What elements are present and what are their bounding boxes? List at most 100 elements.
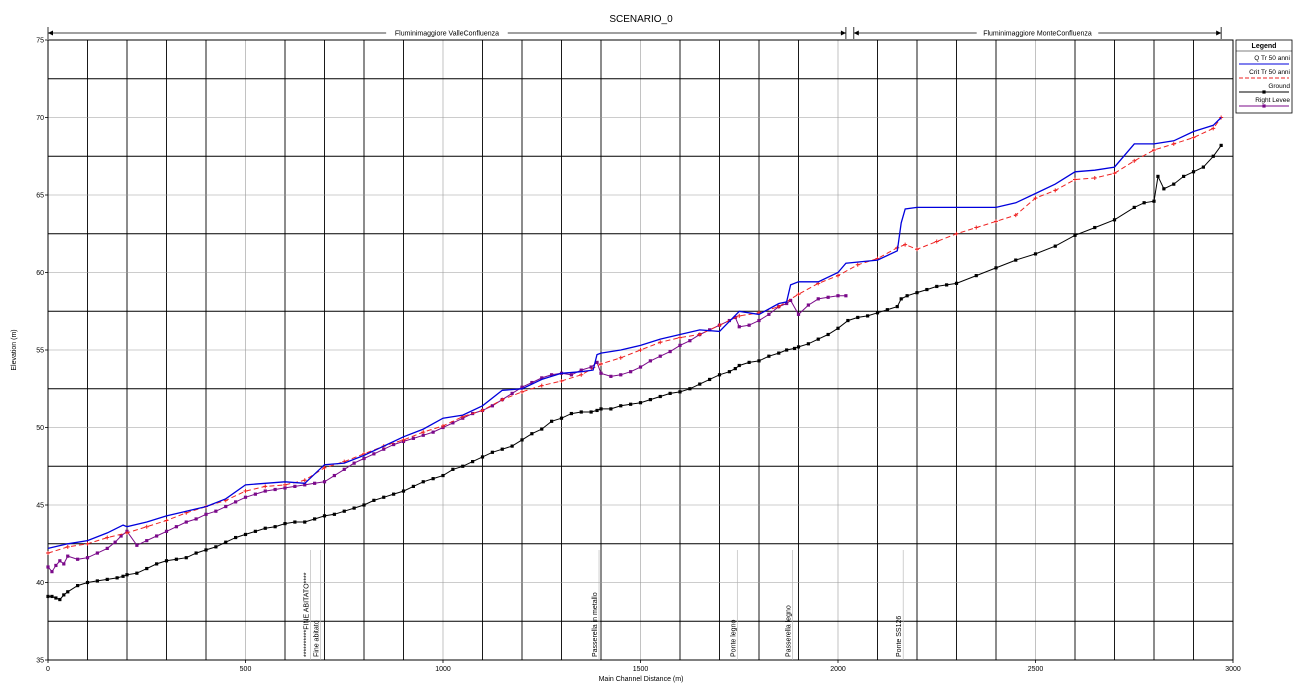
data-point [302, 478, 307, 483]
data-point [411, 436, 415, 440]
data-point [836, 294, 840, 298]
data-point [144, 524, 149, 529]
data-point [668, 349, 672, 354]
data-point [1053, 244, 1057, 248]
data-point [135, 543, 139, 547]
grid [48, 40, 1233, 660]
data-point [480, 455, 485, 459]
data-point [58, 597, 62, 602]
data-point [1073, 233, 1077, 237]
data-point [619, 373, 623, 377]
data-point [500, 447, 504, 451]
data-point [767, 354, 771, 358]
data-point [66, 554, 70, 558]
data-point [589, 410, 593, 414]
data-point [451, 421, 455, 425]
data-point [76, 557, 80, 561]
data-point [697, 332, 702, 337]
data-point [638, 348, 643, 352]
data-point [95, 579, 99, 583]
data-point [737, 313, 742, 318]
data-point [421, 480, 425, 484]
annotation-label: Passerella in metallo [592, 592, 599, 657]
data-point [757, 318, 761, 323]
data-point [806, 303, 810, 307]
data-point [777, 351, 781, 355]
data-point [85, 541, 90, 546]
chart-title: SCENARIO_0 [609, 14, 673, 25]
series-ground [46, 143, 1223, 602]
data-point [401, 437, 406, 442]
data-point [974, 225, 979, 230]
data-point [471, 460, 475, 464]
series-line [47, 117, 1222, 550]
data-point [421, 433, 425, 437]
annotation-label: Ponte SS126 [896, 616, 903, 657]
x-tick-label: 500 [240, 666, 252, 673]
data-point [1211, 154, 1215, 158]
data-point [994, 219, 998, 224]
data-point [678, 335, 682, 340]
y-tick-label: 40 [36, 580, 44, 587]
data-point [362, 456, 366, 461]
y-tick-label: 35 [36, 658, 44, 665]
data-point [204, 548, 208, 552]
y-axis-label: Elevation (m) [11, 329, 18, 370]
data-point [539, 383, 544, 388]
data-point [895, 305, 899, 309]
data-point [717, 323, 722, 328]
data-point [579, 372, 584, 377]
data-point [352, 506, 356, 510]
y-tick-label: 65 [36, 193, 44, 200]
data-point [885, 308, 889, 312]
data-point [342, 467, 346, 471]
data-point [796, 312, 801, 316]
y-tick-label: 55 [36, 348, 44, 355]
data-point [253, 529, 257, 533]
data-point [629, 402, 633, 406]
data-point [708, 377, 712, 382]
data-point [737, 363, 741, 368]
series-crit-tr-50-anni [46, 115, 1224, 556]
y-tick-label: 45 [36, 503, 44, 510]
data-point [461, 464, 465, 468]
reach-label: Fluminimaggiore ValleConfluenza [395, 31, 499, 38]
data-point [945, 283, 949, 287]
data-point [273, 487, 277, 492]
legend-label: Right Levee [1255, 97, 1290, 104]
data-point [1171, 141, 1176, 146]
x-tick-label: 1000 [435, 666, 451, 673]
data-point [431, 477, 435, 481]
data-point [392, 492, 396, 496]
data-point [105, 577, 109, 581]
data-point [925, 287, 929, 292]
data-point [629, 370, 633, 374]
data-point [204, 512, 208, 516]
data-point [559, 416, 564, 420]
data-point [1219, 143, 1223, 147]
reach-arrow-head [48, 30, 53, 36]
data-point [658, 340, 663, 345]
axes: 0 500 1000 1500 2000 2500 3000 35 40 45 50 55 60 65 70… [36, 38, 1241, 674]
data-point [934, 239, 939, 244]
data-point [322, 480, 327, 484]
data-point [66, 590, 70, 594]
data-point [1053, 188, 1058, 193]
data-point [1112, 218, 1117, 222]
data-point [263, 489, 267, 493]
data-point [954, 231, 959, 236]
data-point [62, 562, 66, 566]
data-point [727, 370, 731, 374]
data-point [1191, 135, 1196, 140]
data-point [105, 535, 110, 540]
data-point [46, 551, 50, 556]
reach-arrow-head [853, 30, 859, 36]
data-point [520, 385, 524, 389]
data-point [1211, 126, 1216, 131]
data-point [733, 367, 737, 371]
data-point [678, 343, 682, 347]
data-point [431, 430, 435, 434]
data-point [1162, 187, 1166, 191]
data-point [994, 266, 998, 270]
data-point [85, 580, 90, 585]
